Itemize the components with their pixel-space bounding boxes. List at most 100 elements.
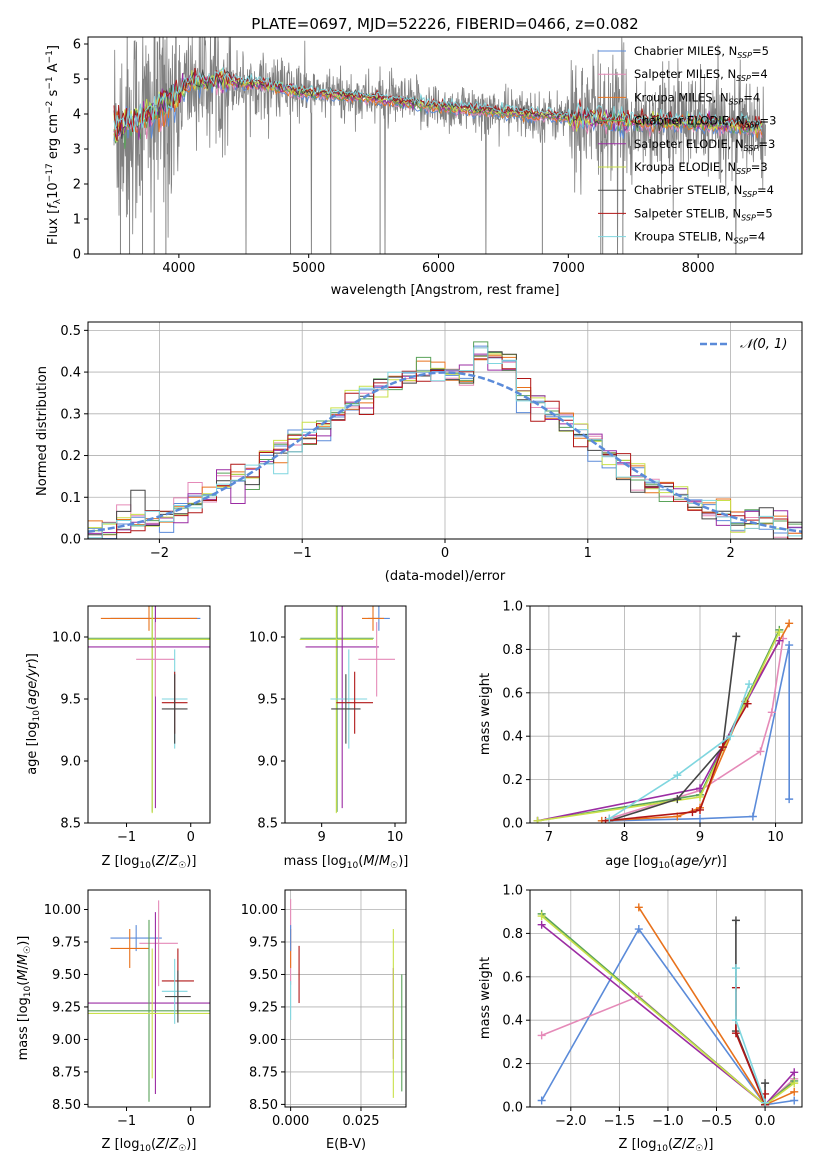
y-tick-label: 8.50 [249, 1098, 278, 1113]
y-tick-label: 9.50 [249, 968, 278, 983]
spectrum-curves [113, 37, 766, 254]
y-tick-label: 8.50 [52, 1098, 81, 1113]
marker-salpeter_miles [767, 708, 776, 717]
spectrum-ylabel: Flux [fλ10−17 erg cm−2 s−1 A−1] [45, 45, 63, 245]
residuals-xlabel: (data-model)/error [385, 569, 506, 584]
y-tick-label: 8.75 [249, 1065, 278, 1080]
legend-entry: Salpeter ELODIE, NSSP=3 [634, 137, 775, 153]
x-tick-label: 0.025 [342, 1114, 379, 1129]
marker-kroupa_elodie [790, 1079, 799, 1088]
model-spectrum-salpeter_stelib [113, 67, 763, 142]
mass-vs-Z-errorbars [88, 900, 210, 1102]
y-tick-label: 0.4 [502, 1014, 523, 1029]
x-tick-label: 0 [187, 830, 195, 845]
gaussian-legend-label: 𝒩(0, 1) [740, 337, 787, 352]
model-spectrum-kroupa_stelib [113, 66, 763, 132]
mass-vs-ebv-xlabel: E(B-V) [326, 1137, 366, 1152]
mw-Z-xlabel: Z [log10(Z/Z☉)] [619, 1137, 714, 1154]
mass-weight-vs-Z-panel: −2.0 −1.5 −1.0 −0.5 0.0 0.0 0.2 0.4 0.6 0.8 1.0 Z … [478, 884, 803, 1154]
marker-salpeter_elodie [775, 636, 784, 645]
mass-vs-Z-frame [87, 889, 211, 1108]
x-tick-label: 8 [620, 830, 628, 845]
age-vs-mass-errorbars [299, 606, 395, 814]
spectrum-ticks: 4000 5000 6000 7000 8000 0 1 2 3 4 5 6 [73, 38, 715, 277]
marker-chabrier_stelib [761, 1079, 770, 1088]
mw-age-ylabel: mass weight [478, 673, 493, 755]
y-tick-label: 0.4 [60, 366, 81, 381]
y-tick-label: 8.75 [52, 1065, 81, 1080]
marker-kroupa_elodie [537, 912, 546, 921]
marker-salpeter_elodie [696, 784, 704, 793]
marker-kroupa_stelib [726, 732, 735, 741]
age-vs-mass-frame [284, 605, 407, 824]
y-tick-label: 3 [73, 143, 81, 158]
y-tick-label: 0.0 [60, 533, 81, 548]
age-vs-mass-ticks: 9 10 8.5 9.0 9.5 10.0 [249, 631, 403, 846]
marker-chabrier_miles [790, 1096, 799, 1105]
spectrum-legend: Chabrier MILES, NSSP=5 Salpeter MILES, NS… [598, 44, 776, 246]
y-tick-label: 10.0 [249, 631, 278, 646]
y-tick-label: 9.00 [249, 1033, 278, 1048]
age-vs-mass-panel: 9 10 8.5 9.0 9.5 10.0 mass [log10(M/M☉)] [249, 605, 408, 871]
mw-age-lines [533, 619, 794, 823]
mw-age-ticks: 7 8 9 10 0.0 0.2 0.4 0.6 0.8 1.0 [502, 600, 784, 846]
marker-kroupa_elodie [533, 816, 542, 823]
y-tick-label: 9.75 [249, 935, 278, 950]
mass-vs-ebv-panel: 0.000 0.0258.508.759.009.259.509.7510.00 … [241, 889, 407, 1152]
mw-age-xlabel: age [log10(age/yr)] [605, 854, 727, 871]
x-tick-label: 1 [584, 546, 592, 561]
mass-weight-line-kroupa_stelib [608, 683, 750, 820]
marker-salpeter_stelib [743, 699, 752, 708]
residuals-ticks: −2 −1 0 1 2 0.0 0.1 0.2 0.3 0.4 0.5 [60, 324, 734, 561]
y-tick-label: 0.2 [502, 1057, 523, 1072]
x-tick-label: 6000 [422, 261, 455, 276]
age-vs-Z-errorbars [88, 606, 210, 814]
y-tick-label: 1.0 [502, 600, 523, 615]
y-tick-label: 1.0 [502, 884, 523, 899]
legend-entry: Kroupa ELODIE, NSSP=3 [634, 160, 768, 176]
y-tick-label: 9.75 [52, 935, 81, 950]
marker-chabrier_miles [748, 812, 757, 821]
x-tick-label: 8000 [682, 261, 715, 276]
spectrum-frame [87, 36, 803, 255]
marker-kroupa_stelib [745, 680, 754, 689]
marker-salpeter_miles [537, 1031, 546, 1040]
x-tick-label: 9 [318, 830, 326, 845]
marker-salpeter_stelib [718, 743, 727, 752]
marker-chabrier_miles [785, 795, 794, 804]
x-tick-label: 0 [441, 546, 449, 561]
mass-weight-vs-age-panel: 7 8 9 10 0.0 0.2 0.4 0.6 0.8 1.0 age [log10(age/y… [478, 600, 803, 871]
x-tick-label: 0 [187, 1114, 195, 1129]
y-tick-label: 10.00 [241, 903, 278, 918]
mass-vs-Z-ticks: −1 0 8.50 8.75 9.00 9.25 9.50 9.75 10.00 [44, 903, 195, 1129]
mw-Z-ylabel: mass weight [478, 957, 493, 1039]
residual-histogram-kroupa_stelib [88, 347, 802, 539]
x-tick-label: 9 [696, 830, 704, 845]
y-tick-label: 0.8 [502, 643, 523, 658]
y-tick-label: 9.50 [52, 968, 81, 983]
marker-salpeter_stelib [688, 808, 697, 817]
age-vs-Z-frame [87, 605, 211, 824]
y-tick-label: 9.25 [52, 1000, 81, 1015]
x-tick-label: −0.5 [701, 1114, 733, 1129]
mass-vs-ebv-ticks: 0.000 0.025 8.50 8.75 9.00 9.25 9.50 9.75 10.00 [241, 903, 380, 1129]
mw-Z-ticks: −2.0 −1.5 −1.0 −0.5 0.0 0.0 0.2 0.4 0.6 0.8 1.0 [502, 884, 775, 1130]
marker-kroupa_elodie [696, 792, 704, 801]
mw-Z-lines [537, 903, 799, 1107]
x-tick-label: 7 [545, 830, 553, 845]
y-tick-label: 0.2 [60, 449, 81, 464]
marker-chabrier_miles [537, 1096, 546, 1105]
y-tick-label: 9.5 [60, 693, 81, 708]
legend-entry: Chabrier ELODIE, NSSP=3 [634, 114, 776, 130]
legend-entry: Salpeter MILES, NSSP=4 [634, 67, 768, 83]
legend-entry: Kroupa MILES, NSSP=4 [634, 90, 760, 106]
mw-Z-frame [529, 889, 803, 1108]
y-tick-label: 0.1 [60, 491, 81, 506]
x-tick-label: 2 [726, 546, 734, 561]
y-tick-label: 0.6 [502, 686, 523, 701]
y-tick-label: 9.0 [60, 755, 81, 770]
mass-vs-Z-xlabel: Z [log10(Z/Z☉)] [102, 1137, 197, 1154]
spectrum-title: PLATE=0697, MJD=52226, FIBERID=0466, z=0… [251, 15, 638, 33]
residuals-panel: −2 −1 0 1 2 0.0 0.1 0.2 0.3 0.4 0.5 𝒩(0, 1) (data-… [35, 321, 803, 584]
mass-vs-Z-panel: −1 0 8.50 8.75 9.00 9.25 9.50 9.75 10.00 Z [log1… [16, 889, 211, 1154]
